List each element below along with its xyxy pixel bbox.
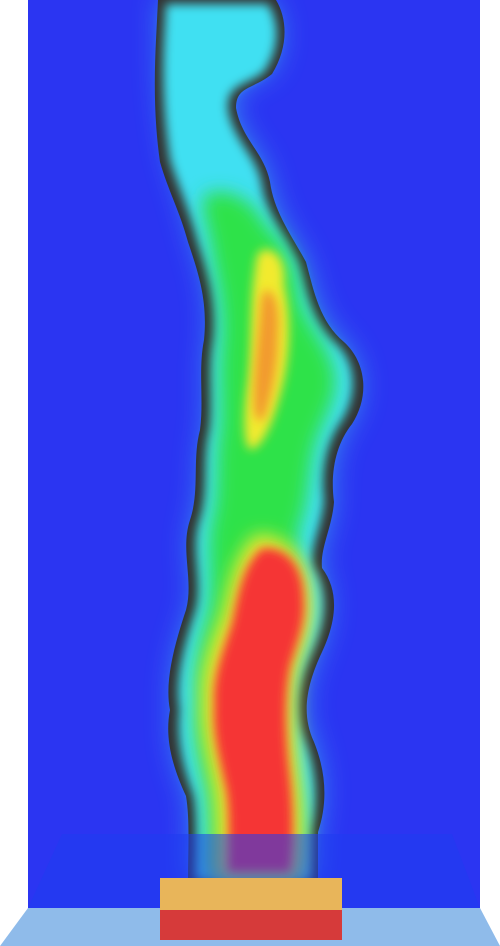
plume-upper-orange [254, 290, 279, 421]
heat-source-top [160, 878, 342, 910]
heat-source-front [160, 910, 342, 940]
floor-tint [28, 834, 480, 908]
plume-lower-red [213, 547, 305, 872]
